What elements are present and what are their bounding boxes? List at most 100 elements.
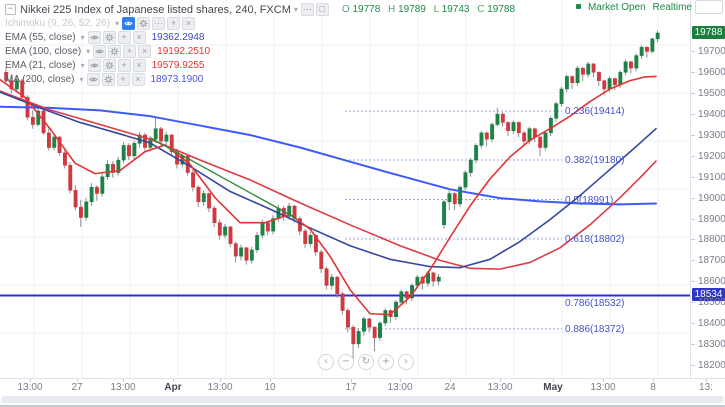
zoom-in-button[interactable]: + [378,354,394,370]
chart-canvas[interactable]: 0.236(19414) 0.382(19180) 0.5(18991) 0.618(… [0,0,690,378]
price-tick-mark [691,134,695,136]
plus-icon[interactable]: + [123,45,137,58]
chevron-down-icon[interactable]: ▾ [80,33,85,42]
price-tick-label: 19000 [698,192,725,204]
gear-icon[interactable] [102,59,116,72]
indicator-value: 19192.2510 [157,46,211,57]
time-tick-mark [77,379,78,382]
fib-level-label[interactable]: 0.786(18532) [565,298,625,310]
price-tick-mark [691,302,695,304]
close-icon[interactable]: × [138,45,152,58]
price-tick-mark [691,114,695,116]
time-tick-mark [500,379,501,382]
price-tick-label: 18500 [698,297,725,309]
time-tick-label: 10 [264,382,276,393]
chevron-down-icon[interactable]: ▾ [86,47,91,56]
market-open-dot-icon [576,4,582,9]
fib-level-label[interactable]: 0.886(18372) [565,323,625,335]
gear-icon[interactable] [108,45,122,58]
top-right-panel-toggle[interactable] [695,0,723,14]
pan-right-button[interactable]: › [398,354,414,370]
time-tick-label: 13:00 [207,382,233,393]
plus-icon[interactable]: + [117,31,131,44]
time-tick-label: 8 [650,382,656,393]
price-tick-label: 18900 [698,213,725,225]
time-tick-label: 24 [444,382,456,393]
indicator-name[interactable]: Ichimoku (9, 26, 52, 26) [5,18,111,29]
plus-icon[interactable]: + [167,17,181,30]
fib-level-label[interactable]: 0.5(18991) [565,194,614,206]
indicator-value: 19362.2948 [151,32,205,43]
pan-left-button[interactable]: ‹ [318,354,334,370]
chevron-down-icon[interactable]: ▾ [79,75,84,84]
close-icon[interactable]: × [132,31,146,44]
close-icon[interactable]: × [132,59,146,72]
eye-icon[interactable] [86,73,100,86]
candlestick-plot[interactable] [0,0,690,378]
price-tick-label: 19200 [698,150,725,162]
gear-icon[interactable] [101,73,115,86]
gear-icon[interactable] [137,17,151,30]
last-price-badge: 19788 [692,26,725,39]
plus-icon[interactable]: + [117,59,131,72]
price-tick-mark [691,281,695,283]
price-tick-mark [691,155,695,157]
price-tick-label: 18800 [698,234,725,246]
fib-level-label[interactable]: 0.382(19180) [565,155,625,167]
price-tick-mark [691,51,695,53]
chevron-down-icon[interactable]: ▾ [293,5,298,14]
gear-icon[interactable] [102,31,116,44]
legend: − Nikkei 225 Index of Japanese listed sh… [5,3,515,87]
price-axis[interactable]: 19788 18534 19700 19600 19500 19400 19300 192… [690,0,725,378]
indicator-row[interactable]: Ichimoku (9, 26, 52, 26) ▾ ⋯ + × [5,17,515,30]
symbol-action-icon[interactable]: ⋯ [300,3,314,16]
time-tick-mark [603,379,604,382]
price-tick-label: 18600 [698,276,725,288]
price-tick-label: 19300 [698,129,725,141]
symbol-row[interactable]: − Nikkei 225 Index of Japanese listed sh… [5,3,515,16]
price-tick-mark [691,323,695,325]
indicator-value: 18973.1900 [150,74,204,85]
time-tick-mark [706,379,707,382]
time-tick-mark [450,379,451,382]
indicator-name[interactable]: EMA (100, close) [5,46,82,57]
indicator-name[interactable]: EMA (55, close) [5,32,76,43]
price-tick-label: 19100 [698,171,725,183]
window-bottom-edge [0,405,725,407]
indicator-row[interactable]: EMA (100, close) ▾ + × 19192.2510 [5,45,515,58]
time-tick-label: 13: [699,382,713,393]
indicator-row[interactable]: MA (200, close) ▾ + × 18973.1900 [5,73,515,86]
fib-level-label[interactable]: 0.618(18802) [565,234,625,246]
close-icon[interactable]: × [182,17,196,30]
plus-icon[interactable]: + [116,73,130,86]
price-tick-label: 19700 [698,46,725,58]
legend-collapse-icon[interactable]: − [5,4,16,15]
symbol-action-icon[interactable]: □ [315,3,329,16]
level-price-badge: 18534 [692,288,725,302]
market-status: Market Open Realtime [576,2,692,13]
reset-view-button[interactable]: ↻ [358,354,374,370]
chevron-down-icon[interactable]: ▾ [80,61,85,70]
eye-icon[interactable] [87,31,101,44]
time-tick-mark [123,379,124,382]
price-tick-label: 18200 [698,359,725,371]
close-icon[interactable]: × [131,73,145,86]
price-tick-label: 18700 [698,255,725,267]
time-tick-mark [270,379,271,382]
eye-icon[interactable] [122,17,136,30]
indicator-row[interactable]: EMA (55, close) ▾ + × 19362.2948 [5,31,515,44]
indicator-name[interactable]: EMA (21, close) [5,60,76,71]
eye-icon[interactable] [87,59,101,72]
dots-icon[interactable]: ⋯ [152,17,166,30]
horizontal-scrollbar[interactable] [1,396,724,403]
indicator-name[interactable]: MA (200, close) [5,74,75,85]
fib-level-label[interactable]: 0.236(19414) [565,106,625,118]
eye-icon[interactable] [93,45,107,58]
price-tick-label: 19400 [698,109,725,121]
zoom-out-button[interactable]: − [338,354,354,370]
chevron-down-icon[interactable]: ▾ [115,19,120,28]
time-axis[interactable]: 13:00 27 13:00 Apr 13:00 10 17 13:00 24 13:00 May 1… [0,378,725,396]
indicator-row[interactable]: EMA (21, close) ▾ + × 19579.9255 [5,59,515,72]
symbol-title[interactable]: Nikkei 225 Index of Japanese listed shar… [20,3,291,16]
